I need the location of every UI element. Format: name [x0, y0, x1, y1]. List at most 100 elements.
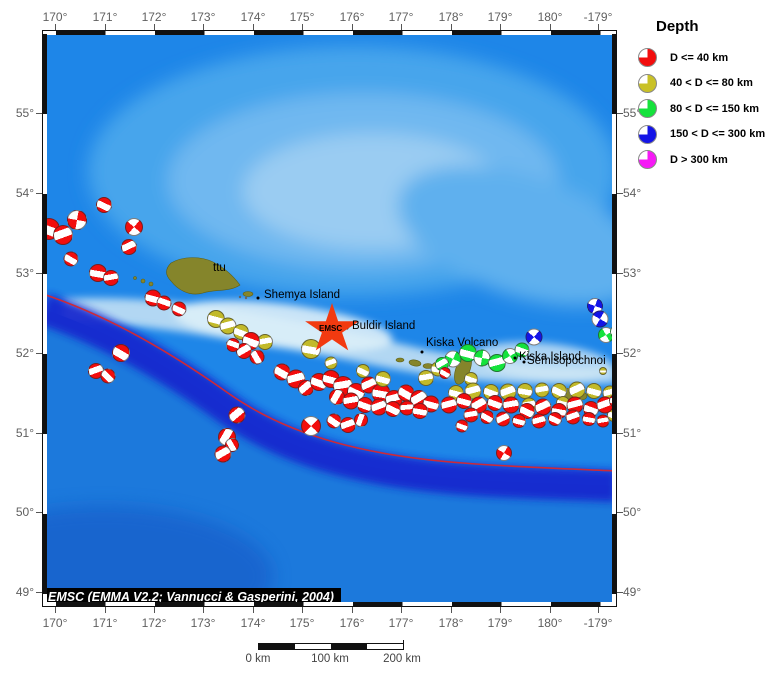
lat-tick: [617, 512, 623, 513]
left-axis-label: 54°: [15, 186, 34, 200]
beachball-red: [354, 413, 368, 427]
lon-tick: [451, 607, 452, 613]
frame-top: [43, 31, 616, 35]
lat-tick: [617, 193, 623, 194]
frame-bottom: [43, 602, 616, 606]
top-axis-label: 177°: [388, 10, 414, 24]
lat-tick: [36, 353, 42, 354]
lon-tick: [550, 607, 551, 613]
lon-tick: [451, 24, 452, 30]
beachball-olive: [534, 382, 550, 398]
beachball-red: [171, 301, 187, 317]
beachball-red: [125, 218, 143, 236]
lon-tick: [253, 24, 254, 30]
bottom-axis-label: 180°: [537, 616, 563, 630]
beachball-red: [439, 367, 451, 379]
legend-item: D > 300 km: [630, 147, 780, 173]
bathymetry-layer: [43, 31, 616, 606]
top-axis-label: 176°: [339, 10, 365, 24]
beachball-red: [100, 368, 116, 384]
lat-tick: [617, 592, 623, 593]
beachball-blue: [525, 328, 543, 346]
beachball-red: [582, 412, 596, 426]
beachball-olive: [418, 370, 434, 386]
beachball-olive: [586, 383, 602, 399]
scale-bar-label: 100 km: [311, 653, 349, 665]
beachball-red: [565, 409, 581, 425]
beachball-red: [214, 445, 232, 463]
legend-item: 150 < D <= 300 km: [630, 122, 780, 148]
left-axis-label: 49°: [15, 585, 34, 599]
right-axis-label: 55°: [623, 106, 642, 120]
top-axis-label: 170°: [42, 10, 68, 24]
lon-tick: [203, 24, 204, 30]
frame-right: [612, 31, 616, 606]
bottom-axis-label: 171°: [92, 616, 118, 630]
beachball-red: [121, 239, 137, 255]
islet-specks: [238, 295, 248, 300]
bottom-axis-label: 178°: [438, 616, 464, 630]
focal-mechanism-swatch-magenta: [638, 150, 657, 170]
beachball-red: [249, 349, 265, 365]
place-marker-dot: [420, 350, 424, 354]
scale-bar-label: 0 km: [245, 653, 271, 665]
legend-item-label: 40 < D <= 80 km: [670, 77, 753, 90]
beachball-olive: [375, 371, 391, 387]
top-axis-label: 171°: [92, 10, 118, 24]
beachball-red: [103, 270, 119, 286]
lon-tick: [302, 24, 303, 30]
beachball-olive: [324, 356, 338, 370]
place-marker-dot: [513, 356, 517, 360]
place-label: Semisopochnoi: [527, 355, 606, 367]
place-label: Buldir Island: [352, 320, 416, 332]
lon-tick: [154, 607, 155, 613]
left-axis-label: 52°: [15, 346, 34, 360]
bottom-axis-label: 174°: [240, 616, 266, 630]
legend-item-label: 80 < D <= 150 km: [670, 102, 759, 115]
lon-tick: [302, 607, 303, 613]
beachball-red: [112, 344, 130, 362]
lon-tick: [55, 607, 56, 613]
left-axis-label: 53°: [15, 266, 34, 280]
shallow-plateau: [88, 46, 616, 306]
top-axis-label: 180°: [537, 10, 563, 24]
top-axis-label: 179°: [487, 10, 513, 24]
map-area: ttu Shemya Island Buldir Island Kiska Volca…: [42, 30, 617, 607]
right-axis-label: 53°: [623, 266, 642, 280]
lat-tick: [36, 273, 42, 274]
lon-tick: [105, 24, 106, 30]
lat-tick: [617, 353, 623, 354]
beachball-red: [531, 413, 547, 429]
legend-item-label: D > 300 km: [670, 153, 728, 166]
beachball-red: [228, 406, 246, 424]
bottom-axis-label: 179°: [487, 616, 513, 630]
beachball-red: [495, 411, 511, 427]
bottom-axis-label: 177°: [388, 616, 414, 630]
epicenter-star-label: EMSC: [319, 324, 343, 333]
right-axis-label: 51°: [623, 426, 642, 440]
right-axis-label: 49°: [623, 585, 642, 599]
attribution-banner: EMSC (EMMA V2.2; Vannucci & Gasperini, 2…: [43, 588, 341, 606]
beachball-olive: [356, 364, 370, 378]
lon-tick: [253, 607, 254, 613]
scale-bar-end-tick: [403, 640, 404, 644]
bottom-axis-label: 175°: [289, 616, 315, 630]
right-axis-label: 50°: [623, 505, 642, 519]
lon-tick: [550, 24, 551, 30]
lon-tick: [105, 607, 106, 613]
lon-tick: [401, 607, 402, 613]
lat-tick: [36, 433, 42, 434]
bottom-axis-label: 173°: [190, 616, 216, 630]
deep-basin: [43, 506, 273, 606]
lon-tick: [500, 24, 501, 30]
beachball-red: [596, 414, 610, 428]
lon-tick: [55, 24, 56, 30]
legend-item: 40 < D <= 80 km: [630, 71, 780, 97]
place-label: Kiska Island: [519, 351, 582, 363]
place-label: Shemya Island: [264, 289, 341, 301]
place-label: ttu: [213, 262, 226, 274]
left-axis-label: 50°: [15, 505, 34, 519]
legend-item-label: D <= 40 km: [670, 51, 729, 64]
beachball-green: [514, 342, 530, 358]
